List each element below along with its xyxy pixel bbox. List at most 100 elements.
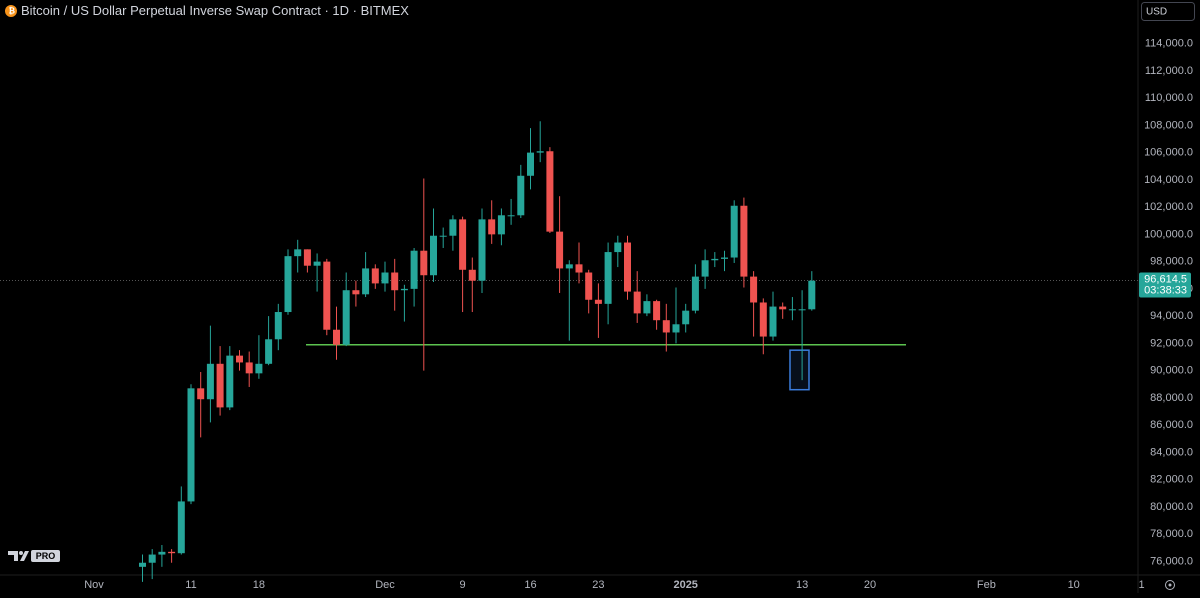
y-tick-label: 112,000.0 [1145,65,1193,77]
y-tick-label: 82,000.0 [1150,474,1193,486]
candle-body [653,301,661,321]
countdown-label: 03:38:33 [1144,284,1187,296]
candle-body [711,258,719,261]
y-tick-label: 88,000.0 [1150,392,1193,404]
candle-body [740,205,748,277]
chart-title[interactable]: Bitcoin / US Dollar Perpetual Inverse Sw… [21,3,409,18]
candle-body [546,151,554,232]
currency-label[interactable]: USD [1146,7,1167,18]
y-tick-label: 84,000.0 [1150,446,1193,458]
tv-logo: PRO [8,550,60,562]
candle-body [158,551,166,555]
candle-body [313,261,321,266]
candle-body [139,562,146,567]
x-tick-label: 9 [460,579,466,591]
candle-body [614,242,622,253]
candle-body [536,151,544,153]
candle-body [216,363,224,408]
candle-body [527,152,534,176]
candle-body [769,306,777,337]
candle-body [197,388,205,400]
candle-body [381,272,389,284]
x-tick-label: Dec [375,579,395,591]
y-tick-label: 102,000.0 [1144,201,1193,213]
candle-body [808,280,816,310]
candle-body [507,215,515,217]
y-tick-label: 76,000.0 [1150,555,1193,567]
candle-body [672,324,680,333]
candle-body [323,261,331,330]
candle-body [177,501,185,554]
candle-body [575,264,583,273]
currency-selector[interactable] [1141,2,1195,21]
candle-body [701,260,709,277]
y-tick-label: 110,000.0 [1145,92,1193,104]
candle-body [449,219,457,236]
candle-body [148,554,156,563]
candle-body [556,231,564,269]
candle-body [497,215,505,235]
candle-body [788,309,796,311]
candle-body [371,268,379,284]
x-tick-label: 11 [185,579,196,591]
logo-badge [31,550,60,562]
candle-body [488,219,496,235]
candle-body [779,306,787,310]
candle-body [342,290,350,345]
y-tick-label: 80,000.0 [1150,501,1193,513]
candle-body [517,175,525,216]
candle-body [255,363,263,374]
candle-body [420,250,428,276]
candle-body [750,276,758,303]
candle-body [333,329,340,345]
y-tick-label: 106,000.0 [1144,147,1193,159]
x-tick-label: Nov [84,579,104,591]
candle-body [352,290,360,295]
x-tick-label: 18 [253,579,265,591]
settings-button[interactable] [1165,580,1175,590]
candle-body [187,388,195,502]
candle-body [604,252,612,304]
x-tick-label: Feb [977,579,996,591]
symbol-icon-glyph: ₿ [9,7,16,16]
candle-body [410,250,418,289]
candle-body [226,355,234,408]
candle-body [691,276,699,311]
candle-body [294,249,302,257]
y-tick-label: 114,000.0 [1145,38,1193,50]
candle-body [721,257,728,259]
logo-badge-text: PRO [36,551,56,561]
logo-shape [8,551,18,561]
candle-body [478,219,486,281]
x-tick-label: 2025 [673,579,697,591]
candle-body [624,242,631,292]
candle-body [245,362,253,374]
candle-body [439,235,447,237]
logo-dot [19,551,23,555]
y-tick-label: 94,000.0 [1150,310,1193,322]
candle-body [400,288,408,291]
x-tick-label: 20 [864,579,876,591]
candle-body [662,320,670,333]
highlight-box [789,349,810,391]
x-tick-label: 16 [524,579,536,591]
candle-body [303,249,311,266]
last-price-label: 96,614.5 [1144,273,1187,285]
candle-body [362,268,370,295]
x-tick-label: 23 [592,579,604,591]
candle-body [682,310,690,325]
y-tick-label: 78,000.0 [1150,528,1193,540]
candle-body [643,301,651,314]
candle-body [565,264,573,269]
symbol-icon[interactable] [5,5,17,17]
settings-button-center [1168,583,1172,587]
y-tick-label: 86,000.0 [1150,419,1193,431]
candle-body [274,312,282,340]
y-tick-label: 104,000.0 [1144,174,1193,186]
candle-body [594,299,602,304]
candle-body [585,272,593,300]
candle-body [430,235,437,276]
y-tick-label: 90,000.0 [1150,365,1193,377]
x-tick-label: 13 [796,579,808,591]
